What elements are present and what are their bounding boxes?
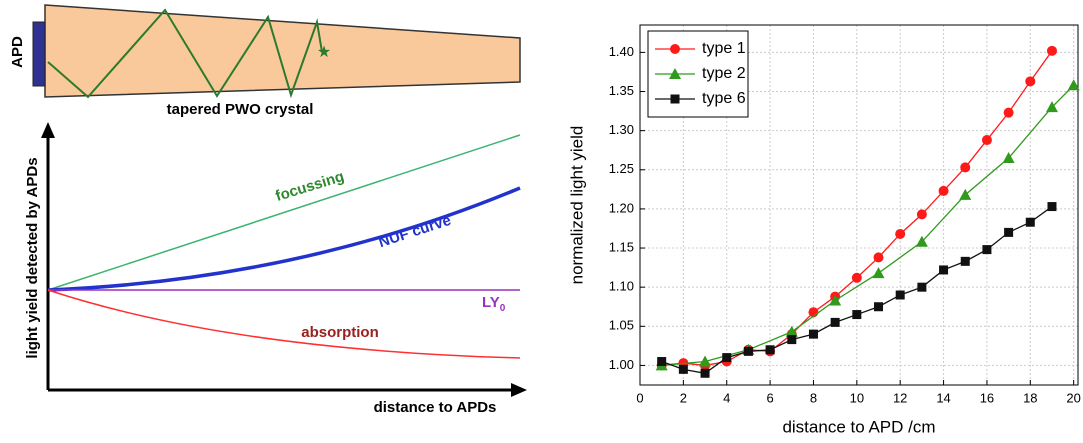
x-tick-label: 4 — [723, 390, 730, 405]
apd — [32, 21, 46, 87]
ly-text: LY — [482, 294, 500, 311]
marker — [915, 235, 928, 247]
absorption-curve — [47, 289, 521, 359]
marker — [829, 294, 842, 306]
marker — [981, 135, 992, 146]
marker — [785, 325, 798, 337]
marker — [722, 353, 732, 363]
x-tick-label: 0 — [636, 390, 643, 405]
marker — [670, 94, 680, 104]
x-axis-label: distance to APDs — [374, 399, 497, 416]
marker — [1046, 45, 1057, 56]
marker — [787, 335, 797, 345]
marker — [670, 44, 680, 54]
plot-frame — [639, 24, 1079, 386]
y-tick-label: 1.15 — [609, 239, 634, 254]
marker — [743, 346, 753, 356]
diagram: APD ★ tapered PWO crystal light yield de… — [9, 4, 527, 416]
legend-label: type 1 — [702, 40, 746, 57]
marker — [669, 68, 681, 79]
marker — [895, 228, 906, 239]
y-tick-label: 1.00 — [609, 357, 634, 372]
y-tick-label: 1.25 — [609, 161, 634, 176]
marker — [959, 188, 972, 200]
x-tick-label: 16 — [980, 390, 994, 405]
arrow — [511, 383, 527, 397]
marker — [874, 302, 884, 312]
marker — [851, 272, 862, 283]
marker — [1002, 152, 1015, 164]
crystal — [44, 4, 521, 98]
marker — [765, 345, 775, 355]
marker — [873, 252, 884, 263]
x-tick-label: 18 — [1023, 390, 1037, 405]
focussing-curve — [47, 134, 521, 291]
marker — [700, 368, 710, 378]
marker — [917, 282, 927, 292]
x-tick-label: 8 — [810, 390, 817, 405]
x-axis-label: distance to APD /cm — [782, 417, 935, 436]
marker — [938, 185, 949, 196]
y-tick-label: 1.40 — [609, 44, 634, 59]
nuf-label: NUF curve — [377, 212, 454, 251]
marker — [895, 290, 905, 300]
y-tick-label: 1.20 — [609, 200, 634, 215]
y-tick-label: 1.05 — [609, 318, 634, 333]
marker — [830, 317, 840, 327]
x-tick-label: 2 — [680, 390, 687, 405]
marker — [852, 310, 862, 320]
marker — [699, 355, 712, 367]
marker — [1003, 107, 1014, 118]
marker — [960, 162, 971, 173]
focussing-label: focussing — [273, 168, 346, 205]
marker — [939, 265, 949, 275]
marker — [1004, 227, 1014, 237]
x-tick-label: 12 — [893, 390, 907, 405]
y-tick-label: 1.10 — [609, 279, 634, 294]
marker — [1025, 217, 1035, 227]
absorption-label: absorption — [301, 324, 379, 341]
chart: 1.00 1.05 1.10 1.15 1.20 1.25 1.30 1.35 1.40 0 2 4 6… — [567, 24, 1081, 436]
marker — [872, 267, 885, 279]
marker — [1067, 79, 1080, 91]
marker — [678, 364, 688, 374]
marker — [960, 256, 970, 266]
crystal-label: tapered PWO crystal — [167, 101, 314, 118]
arrow — [41, 122, 55, 138]
marker — [657, 357, 667, 367]
ly-subscript: 0 — [500, 303, 506, 314]
marker — [982, 245, 992, 255]
y-tick-label: 1.35 — [609, 83, 634, 98]
light-path — [47, 8, 323, 99]
marker — [1045, 101, 1058, 113]
x-tick-label: 14 — [936, 390, 950, 405]
legend-label: type 2 — [702, 65, 746, 82]
x-tick-label: 20 — [1066, 390, 1080, 405]
ly-label: LY0 — [482, 294, 506, 314]
star: ★ — [317, 44, 331, 61]
apd-label: APD — [9, 36, 26, 68]
marker — [916, 209, 927, 220]
y-tick-label: 1.30 — [609, 122, 634, 137]
x-tick-label: 6 — [766, 390, 773, 405]
x-tick-label: 10 — [850, 390, 864, 405]
marker — [808, 329, 818, 339]
marker — [1047, 202, 1057, 212]
y-axis-label: light yield detected by APDs — [24, 157, 41, 358]
nuf-curve — [47, 186, 521, 292]
legend-label: type 6 — [702, 90, 746, 107]
y-axis-label: normalized light yield — [567, 126, 586, 285]
marker — [1025, 76, 1036, 87]
